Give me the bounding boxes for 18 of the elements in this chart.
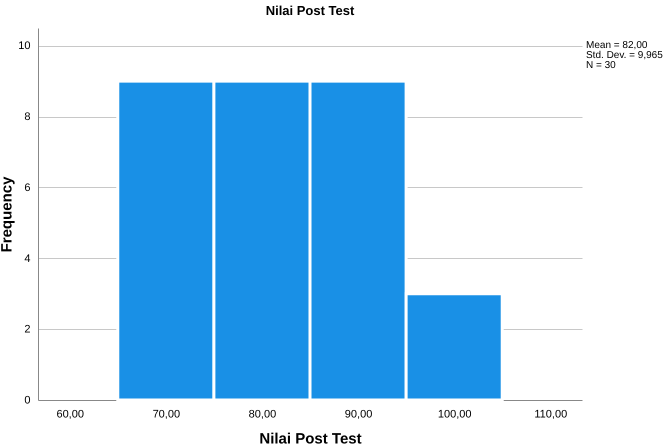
- x-tick-label: 70,00: [152, 408, 180, 420]
- y-tick-label: 4: [24, 252, 30, 265]
- x-tick-label: 110,00: [534, 408, 568, 420]
- x-tick-label: 80,00: [248, 408, 276, 420]
- y-tick-label: 10: [18, 40, 30, 52]
- chart-title: Nilai Post Test: [266, 3, 355, 18]
- text: Mean = 82,00: [586, 40, 648, 51]
- y-tick-label: 6: [24, 182, 30, 194]
- x-axis-title: Nilai Post Test: [259, 430, 362, 445]
- y-tick-label: 2: [24, 324, 30, 336]
- y-tick-label: 8: [24, 111, 30, 124]
- x-tick-label: 90,00: [344, 408, 372, 420]
- x-tick-label: 60,00: [56, 408, 84, 420]
- text: Std. Dev. = 9,965: [586, 50, 663, 61]
- y-axis-title: Frequency: [0, 176, 16, 252]
- text: N = 30: [586, 60, 617, 71]
- x-tick-label: 100,00: [438, 408, 472, 420]
- y-tick-label: 0: [24, 394, 30, 406]
